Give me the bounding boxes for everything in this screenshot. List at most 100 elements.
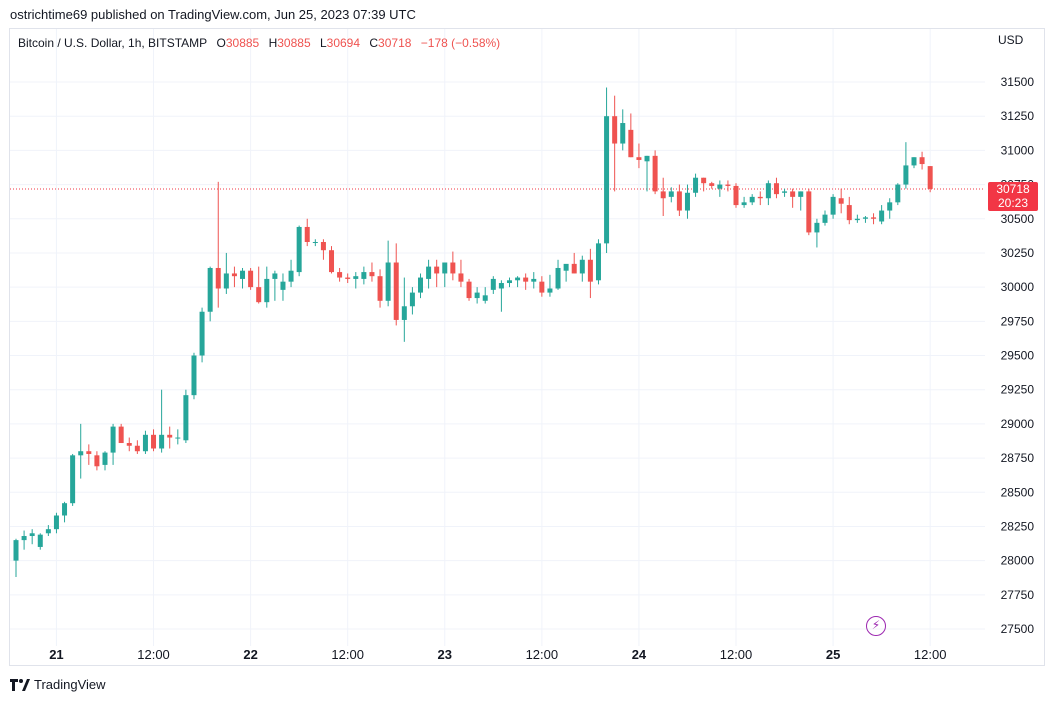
candle[interactable]: [320, 239, 326, 260]
candle[interactable]: [587, 248, 593, 299]
candle[interactable]: [838, 188, 844, 214]
candle[interactable]: [337, 267, 343, 282]
candle[interactable]: [595, 239, 601, 285]
candle[interactable]: [765, 180, 771, 206]
candle[interactable]: [684, 184, 690, 219]
candle[interactable]: [620, 109, 626, 151]
candle[interactable]: [45, 525, 51, 537]
candle[interactable]: [660, 177, 666, 217]
candle[interactable]: [151, 429, 157, 452]
candle[interactable]: [612, 95, 618, 192]
candle[interactable]: [846, 196, 852, 225]
candle[interactable]: [725, 180, 731, 192]
candle[interactable]: [887, 198, 893, 219]
candle[interactable]: [353, 272, 359, 289]
candle[interactable]: [604, 87, 610, 253]
candle[interactable]: [62, 501, 68, 523]
candle[interactable]: [329, 246, 335, 274]
candle[interactable]: [636, 143, 642, 169]
candle[interactable]: [37, 533, 43, 550]
candle[interactable]: [919, 151, 925, 170]
candle[interactable]: [862, 216, 868, 223]
candle[interactable]: [280, 273, 286, 301]
currency-label[interactable]: USD: [998, 33, 1024, 47]
candle[interactable]: [523, 273, 529, 290]
candle[interactable]: [531, 272, 537, 289]
candle[interactable]: [272, 270, 278, 301]
candle[interactable]: [426, 259, 432, 289]
candle[interactable]: [369, 262, 375, 282]
candle[interactable]: [240, 267, 246, 289]
candle[interactable]: [854, 214, 860, 223]
candle[interactable]: [248, 267, 254, 290]
candle[interactable]: [409, 287, 415, 315]
candle[interactable]: [256, 266, 262, 304]
candle[interactable]: [70, 453, 76, 506]
candle[interactable]: [571, 252, 577, 274]
candle[interactable]: [749, 194, 755, 206]
candle[interactable]: [142, 430, 148, 454]
candle[interactable]: [879, 205, 885, 225]
candle[interactable]: [563, 263, 569, 282]
flash-icon[interactable]: ⚡: [866, 616, 886, 636]
candle[interactable]: [782, 188, 788, 197]
candle[interactable]: [167, 426, 173, 449]
candle[interactable]: [676, 184, 682, 217]
candle[interactable]: [482, 287, 488, 304]
candle[interactable]: [264, 266, 270, 308]
candle[interactable]: [806, 188, 812, 236]
candle[interactable]: [126, 437, 132, 452]
candle[interactable]: [895, 183, 901, 206]
candle[interactable]: [490, 276, 496, 294]
candle[interactable]: [345, 273, 351, 284]
candle[interactable]: [628, 113, 634, 158]
candle[interactable]: [741, 196, 747, 208]
candle[interactable]: [506, 277, 512, 288]
candle[interactable]: [773, 177, 779, 199]
candle[interactable]: [498, 280, 504, 312]
candle[interactable]: [644, 155, 650, 192]
candle[interactable]: [442, 262, 448, 288]
candle[interactable]: [871, 213, 877, 225]
candle[interactable]: [668, 187, 674, 203]
candle[interactable]: [418, 273, 423, 299]
candle[interactable]: [29, 529, 35, 545]
candle[interactable]: [709, 181, 715, 189]
candle[interactable]: [53, 512, 59, 534]
candle[interactable]: [296, 225, 302, 277]
candle[interactable]: [288, 259, 294, 288]
candle[interactable]: [385, 240, 391, 307]
candle[interactable]: [223, 252, 229, 294]
candle[interactable]: [215, 181, 221, 308]
candle[interactable]: [78, 423, 84, 479]
candle[interactable]: [822, 210, 828, 226]
candle[interactable]: [13, 538, 19, 578]
candle[interactable]: [134, 440, 140, 454]
candle[interactable]: [361, 266, 367, 285]
candle[interactable]: [515, 276, 521, 288]
candle[interactable]: [717, 180, 723, 197]
candle[interactable]: [652, 150, 658, 195]
candle[interactable]: [377, 269, 383, 308]
candle[interactable]: [466, 278, 472, 301]
candle[interactable]: [927, 166, 933, 193]
candle[interactable]: [110, 423, 116, 465]
candle[interactable]: [175, 429, 181, 445]
candle[interactable]: [798, 191, 804, 211]
candle[interactable]: [86, 444, 92, 465]
candle[interactable]: [207, 266, 213, 322]
candle[interactable]: [434, 259, 440, 288]
candle[interactable]: [911, 157, 917, 169]
footer-brand[interactable]: TradingView: [10, 677, 106, 692]
candle[interactable]: [94, 451, 100, 471]
candle[interactable]: [312, 239, 318, 247]
candle[interactable]: [547, 274, 553, 297]
candle[interactable]: [474, 287, 480, 304]
candle[interactable]: [199, 307, 205, 363]
candle[interactable]: [21, 530, 27, 550]
candle[interactable]: [191, 352, 197, 400]
candle[interactable]: [539, 276, 545, 297]
candle[interactable]: [401, 277, 407, 342]
candle[interactable]: [102, 451, 108, 471]
candle[interactable]: [693, 173, 699, 197]
